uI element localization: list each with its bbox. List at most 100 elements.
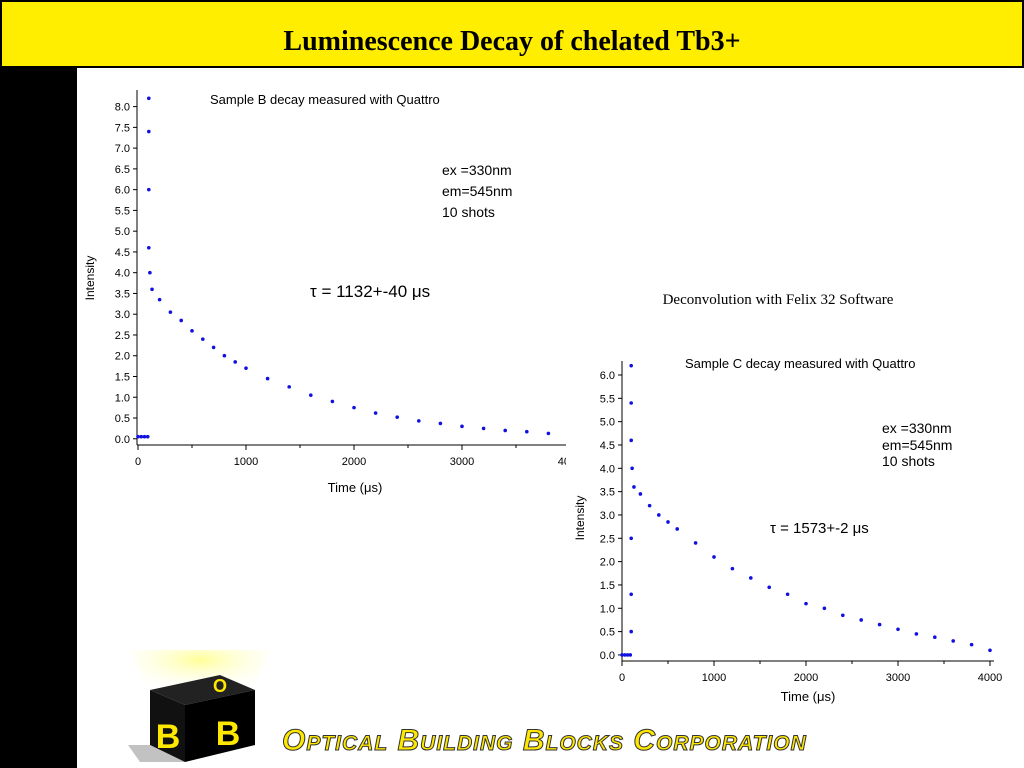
data-point bbox=[481, 426, 486, 431]
x-tick-label: 0 bbox=[135, 456, 141, 468]
data-point bbox=[767, 585, 771, 590]
data-point bbox=[622, 653, 627, 657]
y-tick-label: 7.5 bbox=[115, 122, 130, 134]
data-point bbox=[712, 555, 716, 559]
data-point bbox=[244, 366, 248, 370]
y-tick-label: 2.0 bbox=[115, 351, 130, 363]
y-tick-label: 0.0 bbox=[115, 434, 130, 446]
y-axis-label: Intensity bbox=[573, 496, 587, 541]
y-tick-label: 8.0 bbox=[115, 102, 130, 114]
y-tick-label: 5.5 bbox=[600, 393, 615, 405]
data-point bbox=[877, 622, 882, 627]
x-tick-label: 2000 bbox=[794, 672, 818, 684]
slide-title: Luminescence Decay of chelated Tb3+ bbox=[283, 26, 740, 57]
data-point bbox=[914, 632, 919, 636]
data-point bbox=[147, 245, 151, 250]
annotation: 10 shots bbox=[442, 204, 495, 220]
data-point bbox=[139, 434, 144, 439]
y-tick-label: 5.0 bbox=[600, 417, 615, 429]
data-point bbox=[785, 592, 790, 597]
annotation: τ = 1132+-40 μs bbox=[310, 282, 430, 301]
data-point bbox=[628, 653, 633, 657]
logo-top bbox=[150, 675, 255, 705]
data-point bbox=[749, 576, 753, 580]
y-tick-label: 4.0 bbox=[115, 268, 130, 280]
logo-letter: O bbox=[213, 676, 227, 696]
data-point bbox=[632, 485, 636, 489]
data-point bbox=[147, 96, 151, 101]
logo: BOB bbox=[128, 650, 270, 762]
data-point bbox=[630, 466, 634, 471]
company-name: Optical Building Blocks Corporation bbox=[282, 724, 807, 757]
y-tick-label: 1.0 bbox=[600, 603, 615, 615]
y-tick-label: 5.5 bbox=[115, 205, 130, 217]
left-strip bbox=[0, 68, 77, 768]
data-point bbox=[460, 424, 464, 429]
y-tick-label: 3.5 bbox=[600, 487, 615, 499]
annotation: em=545nm bbox=[882, 437, 952, 453]
y-tick-label: 2.5 bbox=[115, 330, 130, 342]
annotation: ex =330nm bbox=[442, 162, 512, 178]
chart-title: Sample C decay measured with Quattro bbox=[685, 356, 916, 371]
y-tick-label: 0.5 bbox=[115, 413, 130, 425]
x-axis-label: Time (μs) bbox=[781, 689, 836, 704]
data-point bbox=[503, 428, 508, 433]
data-point bbox=[352, 405, 356, 410]
data-point bbox=[546, 431, 551, 436]
y-tick-label: 6.0 bbox=[600, 370, 615, 382]
data-point bbox=[568, 433, 572, 437]
data-point bbox=[148, 270, 152, 275]
y-tick-label: 3.0 bbox=[600, 510, 615, 522]
data-point bbox=[638, 492, 643, 496]
annotation: ex =330nm bbox=[882, 420, 952, 436]
y-axis-label: Intensity bbox=[83, 256, 97, 301]
logo-letter: B bbox=[216, 715, 241, 753]
data-point bbox=[157, 297, 162, 302]
data-point bbox=[629, 363, 633, 368]
x-tick-label: 3000 bbox=[450, 456, 474, 468]
y-tick-label: 4.0 bbox=[600, 463, 615, 475]
chart-title: Sample B decay measured with Quattro bbox=[210, 92, 440, 107]
data-point bbox=[629, 401, 633, 405]
y-tick-label: 1.5 bbox=[115, 371, 130, 383]
y-tick-label: 2.0 bbox=[600, 557, 615, 569]
data-point bbox=[859, 618, 863, 622]
data-point bbox=[147, 187, 151, 192]
data-point bbox=[136, 434, 140, 439]
data-point bbox=[675, 527, 679, 531]
data-point bbox=[625, 653, 630, 657]
data-point bbox=[150, 287, 154, 292]
data-point bbox=[525, 429, 529, 434]
logo-left bbox=[150, 690, 185, 762]
data-point bbox=[395, 415, 400, 419]
data-point bbox=[222, 353, 227, 358]
y-tick-label: 5.0 bbox=[115, 226, 130, 238]
y-tick-label: 2.5 bbox=[600, 533, 615, 545]
data-point bbox=[804, 601, 808, 606]
annotation: 10 shots bbox=[882, 453, 935, 469]
data-point bbox=[933, 635, 937, 640]
y-tick-label: 0.5 bbox=[600, 627, 615, 639]
data-point bbox=[211, 345, 216, 350]
data-point bbox=[142, 434, 147, 439]
y-tick-label: 6.0 bbox=[115, 185, 130, 197]
data-point bbox=[373, 411, 378, 415]
x-tick-label: 3000 bbox=[886, 672, 910, 684]
note: Deconvolution with Felix 32 Software bbox=[663, 292, 894, 308]
data-point bbox=[896, 627, 900, 632]
data-point bbox=[822, 606, 827, 611]
chart: 0.0 0.5 1.0 1.5 2.0 2.5 3.0 3.5 4.0 4.5 5.0 5.5 6.0 0… bbox=[573, 356, 1002, 704]
data-point bbox=[969, 642, 974, 647]
y-tick-label: 1.5 bbox=[600, 580, 615, 592]
x-tick-label: 1000 bbox=[234, 456, 258, 468]
data-point bbox=[179, 318, 183, 323]
data-point bbox=[287, 385, 292, 389]
chart: 0.0 0.5 1.0 1.5 2.0 2.5 3.0 3.5 4.0 4.5 5.0 5.5 6.0 6… bbox=[83, 90, 572, 495]
y-tick-label: 1.0 bbox=[115, 392, 130, 404]
y-tick-label: 0.0 bbox=[600, 650, 615, 662]
data-point bbox=[309, 393, 313, 397]
y-tick-label: 4.5 bbox=[600, 440, 615, 452]
y-tick-label: 3.5 bbox=[115, 288, 130, 300]
data-point bbox=[629, 438, 633, 443]
